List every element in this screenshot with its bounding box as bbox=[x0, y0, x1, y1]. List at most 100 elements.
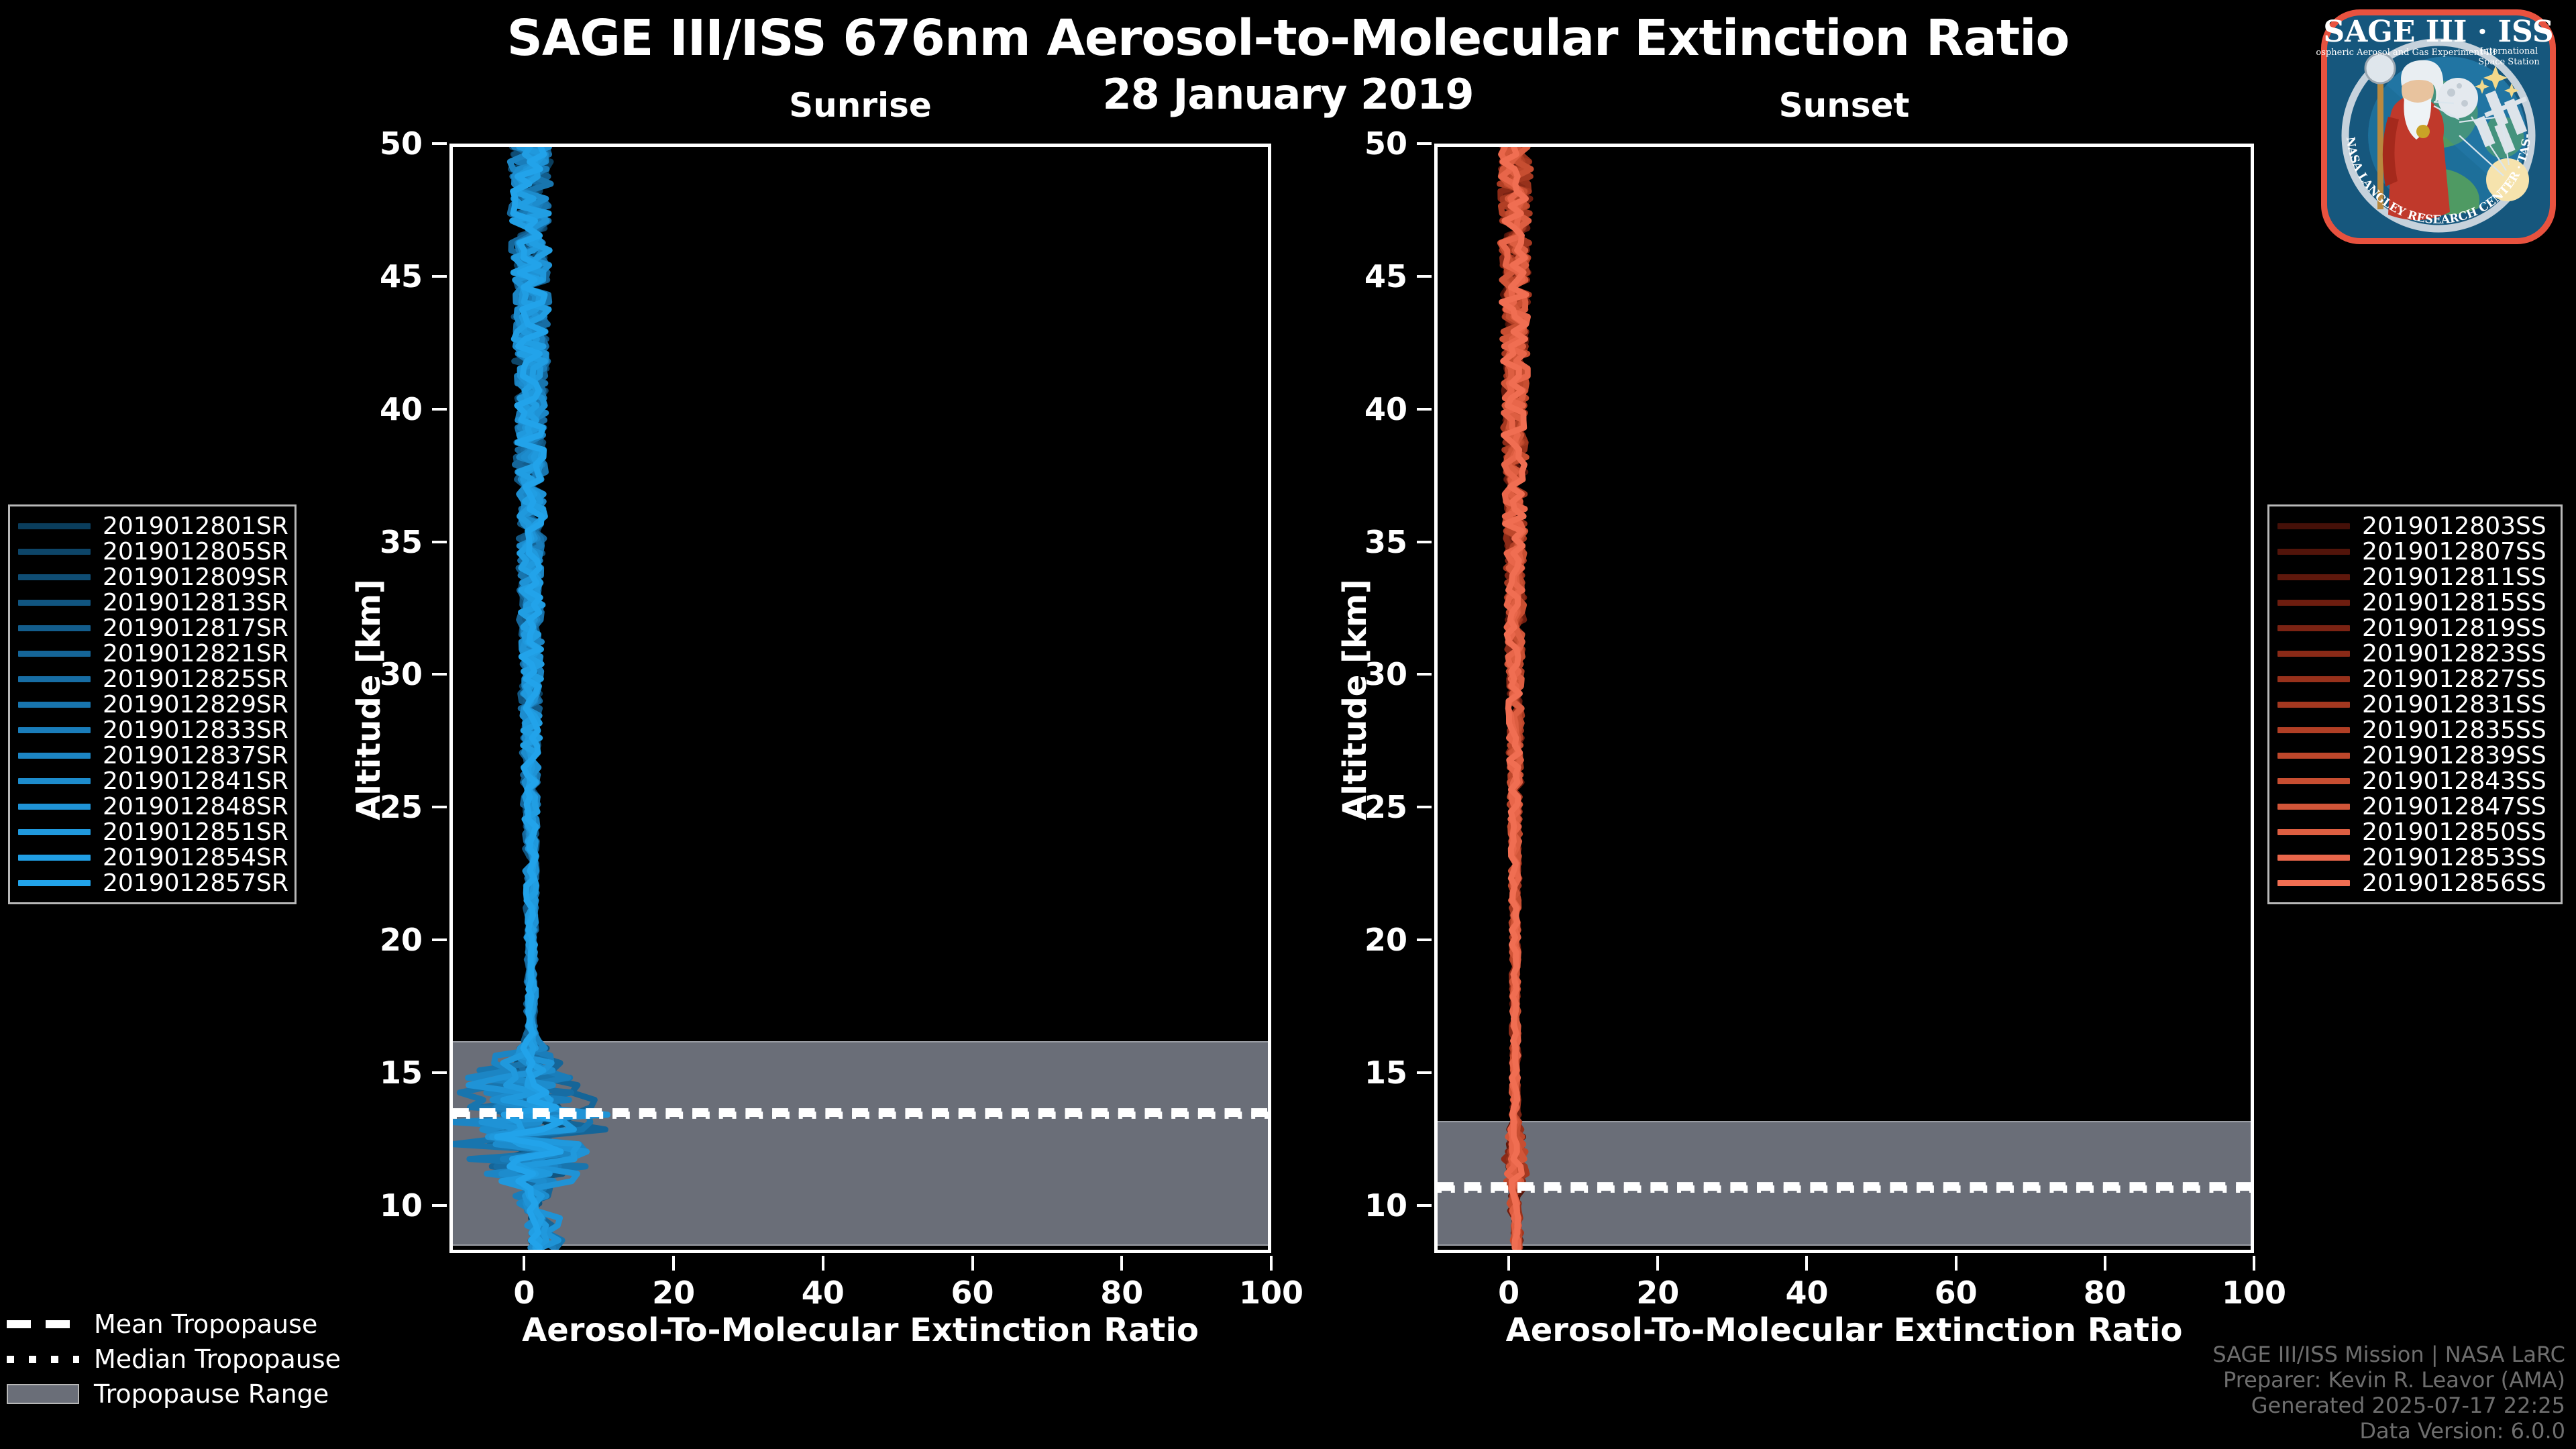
y-tick-mark bbox=[1417, 274, 1432, 278]
footer-preparer: Preparer: Kevin R. Leavor (AMA) bbox=[2222, 1367, 2565, 1393]
logo-subtitle-left: Stratospheric Aerosol and Gas Experiment… bbox=[2316, 48, 2496, 58]
legend-item[interactable]: 2019012801SR bbox=[18, 513, 288, 540]
legend-color-swatch bbox=[18, 625, 91, 631]
sunset-legend[interactable]: 2019012803SS 2019012807SS 2019012811SS 2019… bbox=[2267, 504, 2563, 904]
legend-event-label: 2019012839SS bbox=[2362, 741, 2546, 769]
legend-item[interactable]: 2019012805SR bbox=[18, 537, 288, 566]
sage-iii-iss-mission-patch-logo: SAGE III · ISS Stratospheric Aerosol and… bbox=[2316, 4, 2556, 244]
x-tick-mark bbox=[523, 1256, 526, 1271]
legend-item[interactable]: 2019012817SR bbox=[18, 614, 288, 642]
legend-color-swatch bbox=[18, 701, 91, 708]
y-tick-mark bbox=[1417, 407, 1432, 411]
sunrise-legend[interactable]: 2019012801SR 2019012805SR 2019012809SR 2019… bbox=[8, 504, 297, 904]
y-tick-label: 40 bbox=[1364, 390, 1407, 427]
page-title: SAGE III/ISS 676nm Aerosol-to-Molecular … bbox=[506, 9, 2070, 67]
logo-moon bbox=[2438, 78, 2478, 118]
legend-event-label: 2019012817SR bbox=[103, 614, 288, 642]
legend-event-label: 2019012805SR bbox=[103, 537, 288, 566]
y-tick-label: 20 bbox=[379, 922, 423, 959]
legend-item[interactable]: 2019012819SS bbox=[2277, 614, 2553, 642]
legend-item-mean-tropopause[interactable]: Mean Tropopause bbox=[7, 1307, 341, 1342]
legend-item[interactable]: 2019012850SS bbox=[2277, 818, 2553, 846]
legend-item[interactable]: 2019012815SS bbox=[2277, 588, 2553, 616]
legend-item[interactable]: 2019012823SS bbox=[2277, 639, 2553, 667]
legend-item[interactable]: 2019012807SS bbox=[2277, 538, 2553, 566]
x-tick-mark bbox=[1507, 1256, 1511, 1271]
legend-item[interactable]: 2019012837SR bbox=[18, 741, 288, 769]
legend-color-swatch bbox=[18, 854, 91, 861]
x-tick-label: 20 bbox=[1636, 1275, 1680, 1311]
legend-event-label: 2019012853SS bbox=[2362, 843, 2546, 871]
legend-event-label: 2019012851SR bbox=[103, 818, 288, 846]
legend-item[interactable]: 2019012835SS bbox=[2277, 716, 2553, 744]
x-tick-label: 20 bbox=[652, 1275, 696, 1311]
y-tick-mark bbox=[1417, 673, 1432, 676]
legend-item[interactable]: 2019012839SS bbox=[2277, 741, 2553, 769]
legend-item[interactable]: 2019012854SR bbox=[18, 843, 288, 871]
y-tick-label: 20 bbox=[1364, 922, 1407, 959]
legend-item[interactable]: 2019012843SS bbox=[2277, 767, 2553, 795]
footer-mission: SAGE III/ISS Mission | NASA LaRC bbox=[2212, 1342, 2565, 1367]
legend-event-label: 2019012837SR bbox=[103, 741, 288, 769]
legend-item[interactable]: 2019012809SR bbox=[18, 563, 288, 591]
legend-color-swatch bbox=[2277, 625, 2350, 631]
legend-item[interactable]: 2019012825SR bbox=[18, 665, 288, 693]
legend-item-tropopause-range[interactable]: Tropopause Range bbox=[7, 1377, 341, 1411]
legend-item[interactable]: 2019012833SR bbox=[18, 716, 288, 744]
x-tick-mark bbox=[1656, 1256, 1660, 1271]
y-tick-label: 45 bbox=[379, 258, 423, 294]
legend-item[interactable]: 2019012803SS bbox=[2277, 513, 2553, 540]
legend-event-label: 2019012854SR bbox=[103, 843, 288, 871]
tropopause-legend: Mean Tropopause Median Tropopause Tropop… bbox=[7, 1307, 341, 1411]
y-tick-label: 15 bbox=[1364, 1054, 1407, 1091]
legend-item[interactable]: 2019012851SR bbox=[18, 818, 288, 846]
x-tick-label: 40 bbox=[801, 1275, 845, 1311]
legend-item[interactable]: 2019012813SR bbox=[18, 589, 288, 616]
legend-event-label: 2019012850SS bbox=[2362, 818, 2546, 846]
legend-event-label: 2019012823SS bbox=[2362, 639, 2546, 667]
legend-item[interactable]: 2019012829SR bbox=[18, 691, 288, 718]
legend-color-swatch bbox=[2277, 727, 2350, 733]
legend-item[interactable]: 2019012827SS bbox=[2277, 665, 2553, 693]
y-axis-title-left: Altitude [km] bbox=[350, 579, 388, 820]
legend-event-label: 2019012856SS bbox=[2362, 869, 2546, 897]
legend-event-label: 2019012821SR bbox=[103, 639, 288, 667]
legend-item[interactable]: 2019012856SS bbox=[2277, 869, 2553, 897]
legend-event-label: 2019012848SR bbox=[103, 792, 288, 820]
legend-item[interactable]: 2019012847SS bbox=[2277, 793, 2553, 820]
logo-stars bbox=[2475, 66, 2519, 98]
x-tick-mark bbox=[1270, 1256, 1273, 1271]
y-tick-label: 25 bbox=[379, 789, 423, 826]
legend-item[interactable]: 2019012853SS bbox=[2277, 843, 2553, 871]
legend-item[interactable]: 2019012848SR bbox=[18, 792, 288, 820]
y-tick-mark bbox=[1417, 1071, 1432, 1074]
legend-item[interactable]: 2019012831SS bbox=[2277, 691, 2553, 718]
legend-event-label: 2019012815SS bbox=[2362, 588, 2546, 616]
legend-item[interactable]: 2019012821SR bbox=[18, 639, 288, 667]
legend-event-label: 2019012809SR bbox=[103, 563, 288, 591]
legend-item-median-tropopause[interactable]: Median Tropopause bbox=[7, 1342, 341, 1377]
tropopause-range-band-left bbox=[453, 1041, 1268, 1246]
legend-item[interactable]: 2019012841SR bbox=[18, 767, 288, 795]
y-tick-mark bbox=[1417, 142, 1432, 145]
legend-event-label: 2019012819SS bbox=[2362, 614, 2546, 642]
legend-color-swatch bbox=[18, 523, 91, 529]
x-tick-mark bbox=[1805, 1256, 1809, 1271]
y-tick-label: 40 bbox=[379, 390, 423, 427]
legend-event-label: 2019012841SR bbox=[103, 767, 288, 795]
sunset-series-canvas bbox=[1438, 147, 2251, 1250]
legend-item[interactable]: 2019012857SR bbox=[18, 869, 288, 897]
logo-subtitle-right-2: Space Station bbox=[2478, 57, 2540, 67]
dotted-line-icon bbox=[7, 1350, 79, 1368]
legend-color-swatch bbox=[18, 752, 91, 759]
y-tick-mark bbox=[432, 274, 447, 278]
filled-box-icon bbox=[7, 1384, 79, 1404]
right-panel-label: Sunset bbox=[1778, 86, 1910, 125]
logo-title: SAGE III · ISS bbox=[2323, 15, 2553, 49]
x-tick-mark bbox=[2103, 1256, 2106, 1271]
y-tick-mark bbox=[432, 407, 447, 411]
y-tick-label: 30 bbox=[379, 656, 423, 693]
x-tick-mark bbox=[1120, 1256, 1124, 1271]
legend-item[interactable]: 2019012811SS bbox=[2277, 564, 2553, 591]
legend-color-swatch bbox=[18, 727, 91, 733]
